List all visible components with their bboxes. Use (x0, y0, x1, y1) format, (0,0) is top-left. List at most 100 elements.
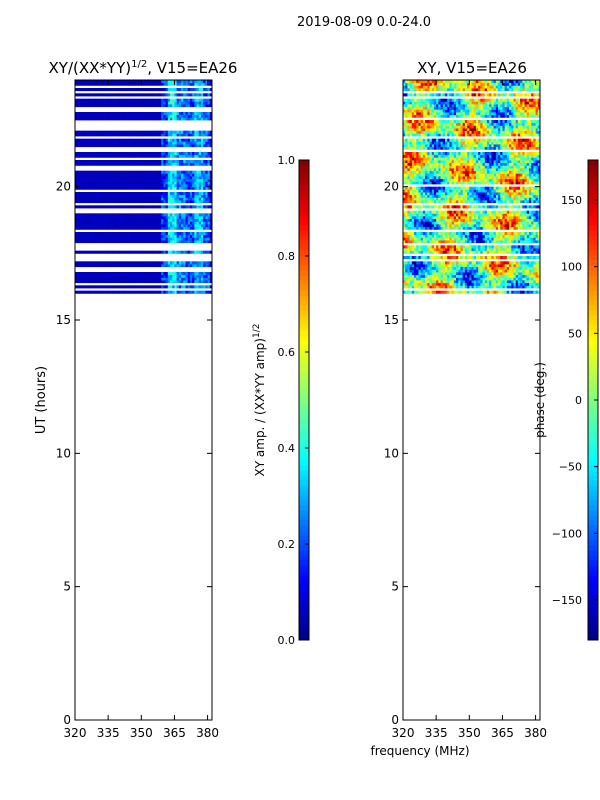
heatmap-cell (136, 93, 140, 97)
heatmap-cell (411, 205, 415, 209)
heatmap-cell (125, 130, 129, 134)
heatmap-cell (143, 216, 147, 220)
heatmap-cell (141, 141, 144, 145)
heatmap-cell (489, 285, 492, 289)
heatmap-cell (429, 210, 433, 214)
heatmap-cell (489, 248, 492, 252)
heatmap-cell (185, 173, 189, 177)
heatmap-cell (79, 186, 83, 190)
heatmap-cell (528, 221, 532, 225)
heatmap-cell (165, 181, 169, 185)
colorbar-segment (299, 495, 309, 501)
heatmap-cell (163, 237, 166, 241)
heatmap-cell (150, 261, 153, 265)
heatmap-cell (105, 290, 109, 294)
heatmap-cell (161, 237, 164, 241)
heatmap-cell (491, 248, 494, 252)
heatmap-cell (495, 218, 499, 222)
heatmap-cell (475, 218, 479, 222)
heatmap-cell (531, 282, 534, 286)
heatmap-cell (205, 160, 208, 164)
heatmap-cell (132, 112, 136, 116)
heatmap-cell (83, 133, 87, 137)
heatmap-cell (427, 261, 430, 265)
heatmap-cell (99, 133, 102, 137)
heatmap-cell (425, 274, 428, 278)
heatmap-cell (198, 160, 202, 164)
heatmap-cell (478, 234, 481, 238)
heatmap-cell (150, 101, 153, 105)
heatmap-cell (517, 277, 521, 281)
heatmap-cell (97, 272, 100, 276)
heatmap-cell (110, 213, 113, 217)
heatmap-cell (524, 261, 528, 265)
heatmap-cell (427, 280, 430, 284)
heatmap-cell (425, 277, 428, 281)
heatmap-cell (502, 280, 506, 284)
heatmap-cell (123, 80, 127, 84)
heatmap-cell (170, 93, 173, 97)
heatmap-cell (178, 226, 182, 230)
heatmap-cell (192, 162, 195, 166)
heatmap-cell (475, 213, 479, 217)
heatmap-cell (108, 261, 111, 265)
heatmap-cell (165, 277, 169, 281)
heatmap-cell (86, 178, 89, 182)
heatmap-cell (205, 184, 208, 188)
heatmap-cell (444, 248, 448, 252)
heatmap-cell (178, 93, 182, 97)
heatmap-cell (178, 234, 182, 238)
heatmap-cell (200, 117, 204, 121)
heatmap-cell (132, 237, 136, 241)
heatmap-cell (209, 104, 213, 108)
heatmap-cell (528, 200, 532, 204)
heatmap-cell (484, 200, 488, 204)
heatmap-cell (431, 240, 435, 244)
heatmap-cell (189, 170, 193, 174)
heatmap-cell (112, 277, 116, 281)
heatmap-cell (456, 248, 459, 252)
heatmap-cell (460, 269, 464, 273)
heatmap-cell (174, 221, 178, 225)
heatmap-cell (504, 290, 508, 294)
heatmap-cell (453, 226, 457, 230)
heatmap-cell (99, 104, 102, 108)
heatmap-cell (165, 194, 169, 198)
heatmap-cell (145, 234, 149, 238)
heatmap-cell (170, 173, 173, 177)
heatmap-cell (128, 280, 131, 284)
heatmap-cell (128, 133, 131, 137)
heatmap-cell (403, 218, 406, 222)
heatmap-cell (418, 213, 422, 217)
heatmap-cell (187, 237, 191, 241)
heatmap-cell (147, 272, 151, 276)
heatmap-cell (522, 248, 525, 252)
heatmap-cell (526, 264, 530, 268)
heatmap-cell (506, 272, 510, 276)
heatmap-cell (97, 144, 100, 148)
heatmap-cell (469, 266, 472, 270)
heatmap-cell (134, 277, 138, 281)
heatmap-cell (123, 272, 127, 276)
heatmap-cell (156, 290, 160, 294)
heatmap-cell (194, 272, 197, 276)
heatmap-cell (502, 218, 506, 222)
heatmap-cell (478, 266, 481, 270)
heatmap-cell (471, 248, 475, 252)
heatmap-cell (449, 218, 453, 222)
heatmap-cell (502, 272, 506, 276)
heatmap-cell (420, 221, 424, 225)
heatmap-cell (524, 264, 528, 268)
heatmap-cell (170, 264, 173, 268)
heatmap-cell (183, 285, 186, 289)
heatmap-cell (478, 264, 481, 268)
heatmap-cell (101, 277, 105, 281)
heatmap-cell (495, 237, 499, 241)
heatmap-cell (447, 261, 450, 265)
heatmap-cell (462, 226, 466, 230)
heatmap-cell (94, 237, 98, 241)
heatmap-cell (200, 173, 204, 177)
heatmap-cell (403, 272, 406, 276)
heatmap-cell (438, 250, 441, 254)
heatmap-cell (192, 240, 195, 244)
